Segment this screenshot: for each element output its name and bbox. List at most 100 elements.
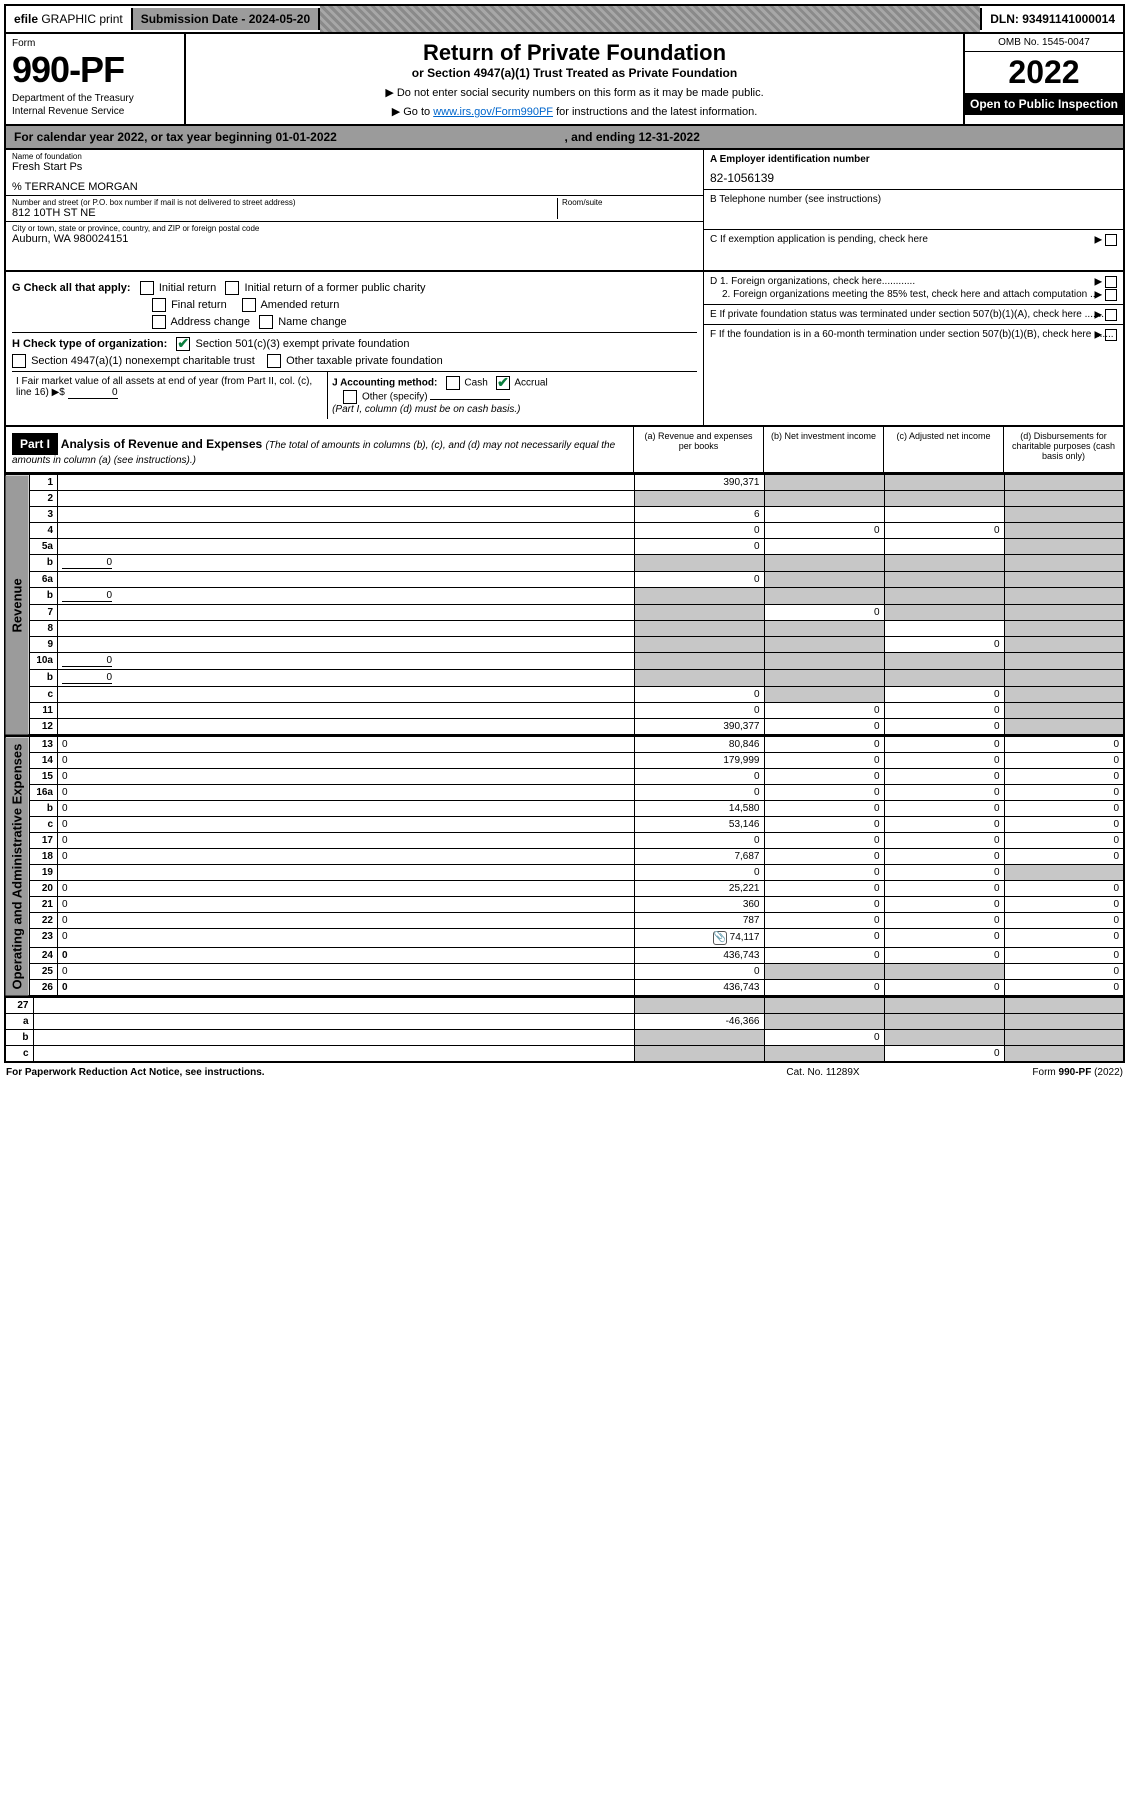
- j-cash: Cash: [464, 378, 487, 389]
- h-501c3-checkbox[interactable]: [176, 337, 190, 351]
- cell: -46,366: [634, 1014, 764, 1030]
- line-number: 23: [30, 929, 58, 948]
- table-row: 27: [5, 998, 1124, 1014]
- d1-checkbox[interactable]: [1105, 276, 1117, 288]
- line-desc: 0: [58, 817, 635, 833]
- cell: [764, 998, 884, 1014]
- cell: [884, 621, 1004, 637]
- g-amended-checkbox[interactable]: [242, 298, 256, 312]
- cell: [764, 588, 884, 605]
- cell: 0: [1004, 801, 1124, 817]
- table-row: 3 6: [5, 507, 1124, 523]
- g-final-return-checkbox[interactable]: [152, 298, 166, 312]
- line-desc: [58, 475, 635, 491]
- calendar-row: For calendar year 2022, or tax year begi…: [4, 126, 1125, 150]
- cell: 80,846: [634, 737, 764, 753]
- dept: Department of the Treasury: [12, 93, 178, 104]
- cell: 14,580: [634, 801, 764, 817]
- table-row: Revenue 1 390,371: [5, 475, 1124, 491]
- h-opt-1: Section 501(c)(3) exempt private foundat…: [195, 338, 409, 350]
- attachment-icon[interactable]: 📎: [713, 931, 727, 945]
- cell: 0: [884, 703, 1004, 719]
- cell: 0: [634, 769, 764, 785]
- table-row: a -46,366: [5, 1014, 1124, 1030]
- form-link[interactable]: www.irs.gov/Form990PF: [433, 106, 553, 118]
- g-initial-return-checkbox[interactable]: [140, 281, 154, 295]
- note-2-post: for instructions and the latest informat…: [553, 106, 757, 118]
- cell: [1004, 507, 1124, 523]
- e-label: E If private foundation status was termi…: [710, 309, 1104, 320]
- cell: 6: [634, 507, 764, 523]
- cell: 0: [1004, 881, 1124, 897]
- line-number: 8: [30, 621, 58, 637]
- line-desc: [58, 865, 635, 881]
- line-desc: [58, 703, 635, 719]
- f-label: F If the foundation is in a 60-month ter…: [710, 329, 1114, 340]
- cell: 0: [1004, 849, 1124, 865]
- line-number: 9: [30, 637, 58, 653]
- g-row-2: Final return Amended return: [12, 298, 697, 312]
- e-checkbox[interactable]: [1105, 309, 1117, 321]
- line-number: 20: [30, 881, 58, 897]
- f-checkbox[interactable]: [1105, 329, 1117, 341]
- g-name-change-checkbox[interactable]: [259, 315, 273, 329]
- h-other-checkbox[interactable]: [267, 354, 281, 368]
- line-number: 1: [30, 475, 58, 491]
- cell: 0: [884, 817, 1004, 833]
- d2-checkbox[interactable]: [1105, 289, 1117, 301]
- table-row: 7 0: [5, 605, 1124, 621]
- cell: [884, 491, 1004, 507]
- table-row: 14 0 179,999 0 0 0: [5, 753, 1124, 769]
- j-accrual-checkbox[interactable]: [496, 376, 510, 390]
- footer-mid: Cat. No. 11289X: [723, 1067, 923, 1078]
- footer: For Paperwork Reduction Act Notice, see …: [4, 1063, 1125, 1082]
- line-number: 14: [30, 753, 58, 769]
- cell: [634, 491, 764, 507]
- form-word: Form: [12, 38, 178, 49]
- cell: 0: [764, 753, 884, 769]
- ein: 82-1056139: [710, 171, 1117, 185]
- table-row: 26 0 436,743 0 0 0: [5, 980, 1124, 997]
- cell: [1004, 572, 1124, 588]
- table-row: 20 0 25,221 0 0 0: [5, 881, 1124, 897]
- cell: 0: [764, 881, 884, 897]
- cell: [1004, 998, 1124, 1014]
- cell: 0: [764, 980, 884, 997]
- h-row: H Check type of organization: Section 50…: [12, 332, 697, 351]
- c-checkbox[interactable]: [1105, 234, 1117, 246]
- year: 2022: [965, 52, 1123, 93]
- cell: 0: [884, 687, 1004, 703]
- line-desc: 0: [58, 913, 635, 929]
- line-desc: 0: [58, 753, 635, 769]
- cell: 0: [764, 1030, 884, 1046]
- note-2: ▶ Go to www.irs.gov/Form990PF for instru…: [192, 105, 957, 118]
- line-number: a: [5, 1014, 33, 1030]
- cell: 0: [884, 737, 1004, 753]
- line-number: 26: [30, 980, 58, 997]
- irs: Internal Revenue Service: [12, 106, 178, 117]
- g-address-change-checkbox[interactable]: [152, 315, 166, 329]
- cell: [1004, 1046, 1124, 1063]
- table-row: 25 0 0 0: [5, 964, 1124, 980]
- cell: 0: [764, 769, 884, 785]
- cell: 0: [884, 523, 1004, 539]
- line-desc: 0: [58, 737, 635, 753]
- g-former-charity-checkbox[interactable]: [225, 281, 239, 295]
- cell: 0: [764, 833, 884, 849]
- cell: 0: [1004, 785, 1124, 801]
- h-4947-checkbox[interactable]: [12, 354, 26, 368]
- cell: 0: [764, 817, 884, 833]
- table-row: 22 0 787 0 0 0: [5, 913, 1124, 929]
- cell: 0: [764, 785, 884, 801]
- table-row: 6a 0: [5, 572, 1124, 588]
- j-other-checkbox[interactable]: [343, 390, 357, 404]
- form-number: 990-PF: [12, 49, 178, 91]
- table-row: 9 0: [5, 637, 1124, 653]
- line-number: 27: [5, 998, 33, 1014]
- cell: [884, 475, 1004, 491]
- cell: 0: [764, 849, 884, 865]
- table-row: b 0: [5, 1030, 1124, 1046]
- cell: 0: [884, 849, 1004, 865]
- j-cash-checkbox[interactable]: [446, 376, 460, 390]
- cell: [1004, 637, 1124, 653]
